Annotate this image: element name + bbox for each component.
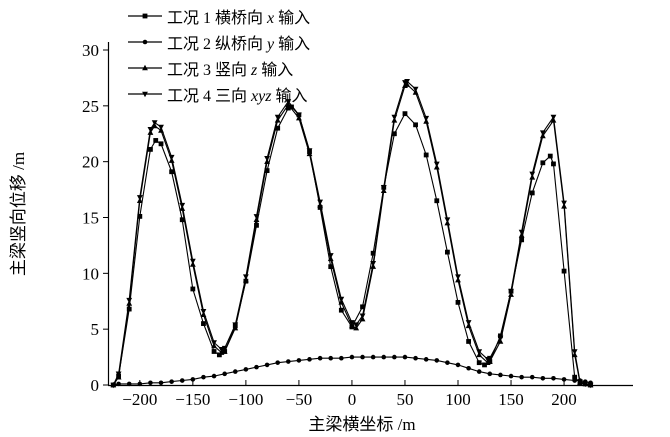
series-square	[110, 104, 593, 388]
legend: 工况 1 横桥向 x 输入 工况 2 纵桥向 y 输入 工况 3 竖向 z 输入 工况…	[128, 3, 310, 107]
legend-label-prefix: 工况 3 竖向	[167, 62, 252, 79]
legend-label-variable: x	[267, 10, 275, 27]
data-series	[110, 78, 594, 389]
legend-item: 工况 1 横桥向 x 输入	[128, 3, 310, 29]
legend-label-variable: xyz	[251, 88, 272, 105]
legend-label-prefix: 工况 4 三向	[167, 88, 252, 105]
series-triangle-down	[110, 78, 594, 389]
legend-label-prefix: 工况 2 纵桥向	[167, 36, 268, 53]
legend-label: 工况 3 竖向 z 输入	[167, 56, 293, 80]
legend-label-suffix: 输入	[271, 88, 308, 105]
x-tick-label: −150	[175, 390, 210, 409]
x-tick-label: −200	[122, 390, 157, 409]
y-tick-label: 25	[82, 97, 99, 116]
legend-label: 工况 2 纵桥向 y 输入	[167, 30, 310, 54]
legend-label: 工况 4 三向 xyz 输入	[167, 82, 307, 106]
legend-label-suffix: 输入	[274, 36, 311, 53]
y-axis-title: 主梁竖向位移 /m	[9, 152, 28, 276]
x-tick-label: 100	[445, 390, 471, 409]
legend-item: 工况 3 竖向 z 输入	[128, 55, 310, 81]
y-tick-label: 20	[82, 153, 99, 172]
triangle-up-marker-icon	[128, 64, 162, 71]
series-line	[112, 80, 591, 386]
y-tick-label: 5	[91, 320, 100, 339]
y-tick-label: 0	[91, 376, 100, 395]
y-tick-label: 30	[82, 41, 99, 60]
legend-label: 工况 1 横桥向 x 输入	[167, 4, 310, 28]
legend-label-suffix: 输入	[274, 10, 311, 27]
x-tick-label: −50	[286, 390, 313, 409]
series-circle	[111, 354, 593, 388]
circle-marker-icon	[128, 39, 162, 45]
triangle-down-marker-icon	[128, 91, 162, 98]
legend-label-prefix: 工况 1 横桥向	[167, 10, 268, 27]
y-tick-label: 10	[82, 264, 99, 283]
x-tick-label: 150	[498, 390, 524, 409]
legend-label-variable: y	[267, 36, 275, 53]
legend-item: 工况 4 三向 xyz 输入	[128, 81, 310, 107]
legend-label-variable: z	[251, 62, 258, 79]
legend-item: 工况 2 纵桥向 y 输入	[128, 29, 310, 55]
y-tick-label: 15	[82, 209, 99, 228]
x-tick-label: 0	[348, 390, 357, 409]
x-tick-label: 200	[551, 390, 577, 409]
x-tick-label: −100	[228, 390, 263, 409]
x-tick-label: 50	[396, 390, 413, 409]
square-marker-icon	[128, 13, 162, 19]
y-axis-ticks: 0 5 10 15 20 25 30	[82, 41, 108, 395]
legend-label-suffix: 输入	[257, 62, 294, 79]
x-axis-title: 主梁横坐标 /m	[308, 415, 415, 434]
x-axis-ticks: −200 −150 −100 −50 0 50 100 150 200	[122, 380, 577, 409]
